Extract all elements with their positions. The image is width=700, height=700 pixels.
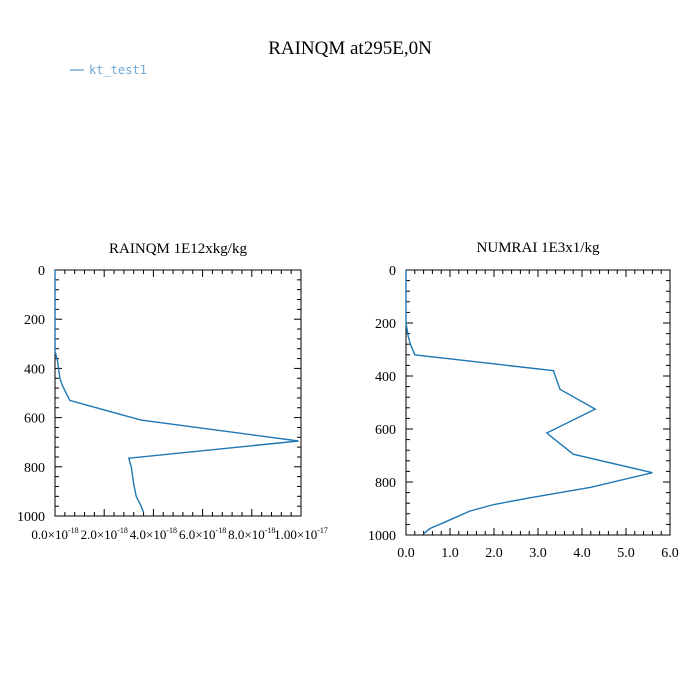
x-tick-label: 1.00×10-17: [274, 526, 328, 542]
y-tick-label: 200: [24, 313, 45, 328]
x-tick-mantissa: 6.0×10: [179, 527, 216, 542]
y-tick-label: 800: [24, 461, 45, 476]
x-tick-label: 1.0: [441, 546, 459, 561]
legend-label: kt_test1: [89, 63, 147, 77]
rainqm-plot: RAINQM 1E12xkg/kg020040060080010000.0×10…: [17, 241, 328, 542]
plot-frame: [405, 269, 671, 536]
x-tick-label: 0.0×10-18: [31, 526, 78, 542]
plot-title: NUMRAI 1E3x1/kg: [477, 240, 600, 256]
x-tick-mantissa: 0.0×10: [31, 527, 68, 542]
y-tick-label: 400: [375, 370, 396, 385]
x-tick-mantissa: 1.00×10: [274, 527, 317, 542]
series-line-kt_test1: [54, 270, 299, 513]
x-tick-label: 4.0: [573, 546, 591, 561]
x-tick-exponent: -18: [166, 526, 177, 535]
y-tick-label: 600: [375, 423, 396, 438]
figure-title: RAINQM at295E,0N: [268, 38, 432, 59]
x-tick-label: 3.0: [529, 546, 547, 561]
x-tick-exponent: -18: [216, 526, 227, 535]
y-tick-label: 200: [375, 317, 396, 332]
x-tick-label: 0.0: [397, 546, 415, 561]
x-tick-mantissa: 2.0×10: [81, 527, 118, 542]
y-tick-label: 0: [389, 264, 396, 279]
x-tick-label: 6.0×10-18: [179, 526, 226, 542]
x-tick-label: 2.0: [485, 546, 503, 561]
x-tick-mantissa: 8.0×10: [228, 527, 265, 542]
x-tick-exponent: -17: [317, 526, 328, 535]
x-tick-label: 2.0×10-18: [81, 526, 128, 542]
x-tick-mantissa: 4.0×10: [130, 527, 167, 542]
x-tick-exponent: -18: [265, 526, 276, 535]
plot-title: RAINQM 1E12xkg/kg: [109, 241, 247, 257]
x-tick-label: 5.0: [617, 546, 635, 561]
y-tick-label: 0: [38, 264, 45, 279]
x-tick-exponent: -18: [117, 526, 128, 535]
y-tick-label: 400: [24, 362, 45, 377]
y-tick-label: 1000: [368, 529, 396, 544]
x-tick-label: 4.0×10-18: [130, 526, 177, 542]
x-tick-exponent: -18: [68, 526, 79, 535]
y-tick-label: 600: [24, 412, 45, 427]
x-tick-label: 6.0: [661, 546, 679, 561]
series-line-kt_test1: [405, 270, 653, 535]
y-tick-label: 1000: [17, 510, 45, 525]
x-tick-label: 8.0×10-18: [228, 526, 275, 542]
y-tick-label: 800: [375, 476, 396, 491]
plot-frame: [54, 269, 302, 517]
legend: kt_test1: [70, 63, 147, 77]
